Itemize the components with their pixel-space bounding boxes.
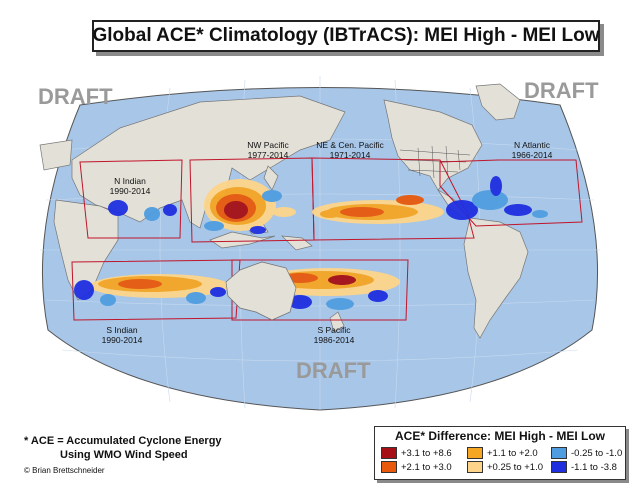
map-title: Global ACE* Climatology (IBTrACS): MEI H… [92, 20, 600, 52]
region-label-n-indian: N Indian [114, 176, 146, 186]
legend-item: -1.1 to -3.8 [551, 460, 629, 474]
legend-swatch [551, 447, 567, 459]
ace-anomaly-field [74, 176, 548, 310]
legend-swatch [467, 447, 483, 459]
region-period-n-atlantic: 1966-2014 [512, 150, 553, 160]
legend-label: +0.25 to +1.0 [487, 461, 543, 473]
legend-label: +2.1 to +3.0 [401, 461, 452, 473]
us-state-lines [399, 145, 471, 179]
legend-label: -0.25 to -1.0 [571, 447, 623, 459]
land-overlay [225, 261, 297, 321]
legend-swatch [381, 447, 397, 459]
region-period-nw-pacific: 1977-2014 [248, 150, 289, 160]
legend-swatch [381, 461, 397, 473]
legend-item: +1.1 to +2.0 [467, 446, 551, 460]
legend-label: -1.1 to -3.8 [571, 461, 617, 473]
legend-item: +0.25 to +1.0 [467, 460, 551, 474]
footnote-line-1: * ACE = Accumulated Cyclone Energy [24, 435, 222, 447]
footnote-line-2: Using WMO Wind Speed [60, 449, 188, 461]
copyright: © Brian Brettschneider [24, 466, 105, 475]
legend-item: -0.25 to -1.0 [551, 446, 629, 460]
legend-label: +3.1 to +8.6 [401, 447, 452, 459]
legend-label: +1.1 to +2.0 [487, 447, 538, 459]
region-period-s-pacific: 1986-2014 [314, 335, 355, 345]
region-label-s-pacific: S Pacific [317, 325, 351, 335]
legend-item: +2.1 to +3.0 [381, 460, 467, 474]
region-period-n-indian: 1990-2014 [110, 186, 151, 196]
draft-watermark-left: DRAFT [38, 84, 113, 109]
basin-outlines [71, 157, 583, 321]
legend-item: +3.1 to +8.6 [381, 446, 467, 460]
region-label-ne-central-pacific: NE & Cen. Pacific [316, 140, 384, 150]
legend-swatch [467, 461, 483, 473]
legend: ACE* Difference: MEI High - MEI Low +3.1… [374, 426, 626, 480]
legend-title: ACE* Difference: MEI High - MEI Low [394, 429, 605, 443]
draft-watermark-bottom: DRAFT [296, 358, 371, 383]
region-labels: N Indian 1990-2014 NW Pacific 1977-2014 … [102, 140, 553, 345]
draft-watermark-right: DRAFT [524, 78, 599, 103]
region-label-s-indian: S Indian [106, 325, 137, 335]
region-label-nw-pacific: NW Pacific [247, 140, 289, 150]
footnote: * ACE = Accumulated Cyclone Energy Using… [24, 434, 264, 462]
region-period-ne-central-pacific: 1971-2014 [330, 150, 371, 160]
legend-swatch [551, 461, 567, 473]
region-label-n-atlantic: N Atlantic [514, 140, 551, 150]
region-period-s-indian: 1990-2014 [102, 335, 143, 345]
